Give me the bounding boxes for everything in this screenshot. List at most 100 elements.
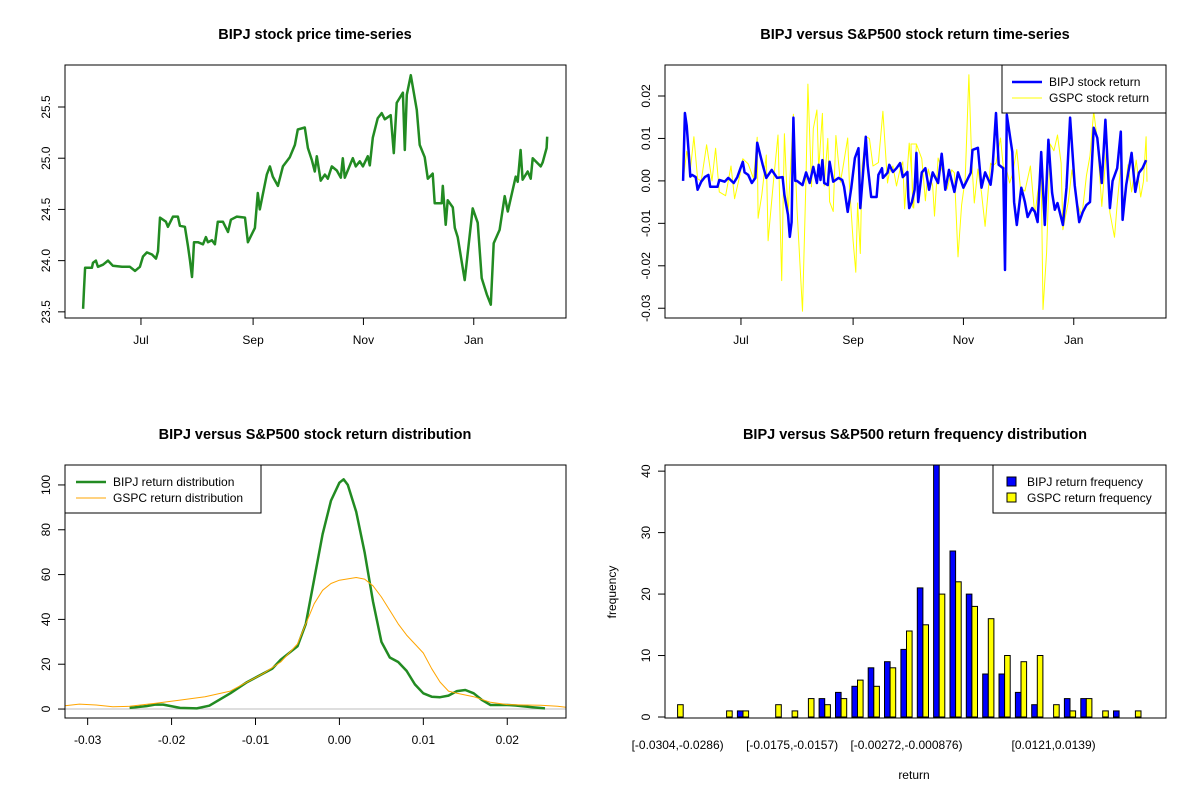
histogram-bar-gspc <box>726 710 733 718</box>
returns-plot-area <box>681 74 1148 312</box>
histogram-bar-bipj <box>1031 704 1038 718</box>
histogram-bar-gspc <box>824 704 831 718</box>
histogram-bar-bipj <box>835 691 842 718</box>
histogram-bar-gspc <box>840 698 848 718</box>
histogram-legend: BIPJ return frequency GSPC return freque… <box>992 464 1167 514</box>
histogram-bar-gspc <box>971 605 979 718</box>
histogram-legend-swatch-gspc <box>1006 492 1017 503</box>
returns-chart-title: BIPJ versus S&P500 stock return time-ser… <box>760 27 1069 43</box>
histogram-bar-bipj <box>982 673 989 718</box>
histogram-legend-swatch-bipj <box>1006 476 1017 487</box>
histogram-bar-gspc <box>677 704 684 718</box>
histogram-bar-gspc <box>889 667 897 718</box>
density-y-tick-label: 60 <box>39 568 53 582</box>
price-x-axis: Jul Sep Nov Jan <box>133 318 483 347</box>
density-plot-frame <box>64 464 567 719</box>
histogram-bar-bipj <box>884 661 891 718</box>
histogram-bar-bipj <box>1063 698 1071 718</box>
returns-y-tick-label: -0.01 <box>639 209 653 237</box>
histogram-bar-bipj <box>949 550 957 718</box>
price-chart: BIPJ stock price time-series Jul Sep Nov Ja… <box>39 27 567 347</box>
histogram-chart-title: BIPJ versus S&P500 return frequency dist… <box>743 427 1087 443</box>
returns-y-tick-label: 0.00 <box>639 169 653 193</box>
histogram-bar-bipj <box>933 465 940 718</box>
histogram-y-tick-label: 0 <box>639 713 653 720</box>
density-x-tick-label: 0.00 <box>328 733 352 747</box>
price-x-tick-label: Jul <box>133 333 148 347</box>
histogram-chart: BIPJ versus S&P500 return frequency dist… <box>605 427 1167 782</box>
price-y-axis: 23.5 24.0 24.5 25.0 25.5 <box>39 95 65 324</box>
histogram-x-tick-label: [-0.0175,-0.0157) <box>746 738 838 752</box>
returns-legend-label-gspc: GSPC stock return <box>1049 91 1149 105</box>
histogram-bar-bipj <box>867 667 875 718</box>
histogram-x-tick-label: [-0.00272,-0.000876) <box>850 738 962 752</box>
histogram-bar-gspc <box>791 710 799 718</box>
returns-series-bipj-stock-return <box>681 111 1148 272</box>
density-x-axis: -0.03 -0.02 -0.01 0.00 0.01 0.02 <box>74 718 519 747</box>
price-y-tick-label: 23.5 <box>39 300 53 324</box>
histogram-bar-gspc <box>807 698 815 718</box>
histogram-legend-label-gspc: GSPC return frequency <box>1027 491 1152 505</box>
histogram-bar-gspc <box>775 704 782 718</box>
histogram-bar-bipj <box>851 685 859 718</box>
returns-chart: BIPJ versus S&P500 stock return time-ser… <box>639 27 1167 347</box>
histogram-bar-gspc <box>857 679 864 718</box>
returns-y-axis: -0.03 -0.02 -0.01 0.00 0.01 0.02 <box>639 84 665 322</box>
histogram-bar-bipj <box>998 673 1006 718</box>
density-plot-area <box>65 478 566 710</box>
histogram-bar-bipj <box>965 593 973 718</box>
price-series-bipj <box>81 73 549 309</box>
histogram-legend-box <box>992 464 1167 514</box>
returns-legend-box <box>1001 64 1167 114</box>
price-y-tick-label: 24.0 <box>39 249 53 273</box>
price-x-tick-label: Sep <box>242 333 264 347</box>
histogram-bar-gspc <box>938 593 946 718</box>
histogram-bar-gspc <box>906 630 913 718</box>
price-y-tick-label: 25.5 <box>39 95 53 119</box>
returns-x-axis: Jul Sep Nov Jan <box>733 318 1083 347</box>
returns-y-tick-label: -0.02 <box>639 252 653 280</box>
returns-legend: BIPJ stock return GSPC stock return <box>1001 64 1167 114</box>
histogram-bar-bipj <box>1014 691 1022 718</box>
price-x-tick-label: Nov <box>353 333 374 347</box>
density-legend-label-bipj: BIPJ return distribution <box>113 475 234 489</box>
density-legend-label-gspc: GSPC return distribution <box>113 491 243 505</box>
density-series-gspc-return-distribution <box>65 577 566 708</box>
histogram-bar-gspc <box>1102 710 1109 718</box>
histogram-legend-label-bipj: BIPJ return frequency <box>1027 475 1143 489</box>
density-x-tick-label: -0.01 <box>242 733 270 747</box>
histogram-plot-area <box>677 465 1142 718</box>
histogram-x-tick-label: [0.0121,0.0139) <box>1012 738 1096 752</box>
histogram-bar-gspc <box>742 710 750 718</box>
density-y-tick-label: 100 <box>39 475 53 495</box>
histogram-y-axis-title: frequency <box>605 566 619 619</box>
price-y-tick-label: 24.5 <box>39 197 53 221</box>
density-legend: BIPJ return distribution GSPC return dis… <box>64 464 262 514</box>
histogram-bar-bipj <box>1080 698 1087 718</box>
density-x-tick-label: 0.02 <box>496 733 520 747</box>
histogram-bar-gspc <box>922 624 930 718</box>
histogram-bar-bipj <box>1113 710 1120 718</box>
histogram-bar-gspc <box>1085 698 1093 718</box>
density-x-tick-label: 0.01 <box>412 733 436 747</box>
density-chart: BIPJ versus S&P500 stock return distribu… <box>39 427 567 747</box>
price-x-tick-label: Jan <box>464 333 483 347</box>
returns-x-tick-label: Jan <box>1064 333 1083 347</box>
density-chart-title: BIPJ versus S&P500 stock return distribu… <box>159 427 472 443</box>
histogram-bar-gspc <box>955 581 962 718</box>
histogram-bar-gspc <box>1036 655 1044 718</box>
returns-y-tick-label: 0.02 <box>639 84 653 108</box>
density-y-tick-label: 40 <box>39 612 53 626</box>
histogram-bar-gspc <box>1053 704 1060 718</box>
histogram-bar-gspc <box>987 618 995 718</box>
histogram-x-axis: [-0.0304,-0.0286) [-0.0175,-0.0157) [-0.00… <box>632 738 1096 752</box>
density-y-axis: 0 20 40 60 80 100 <box>39 475 65 712</box>
histogram-bar-bipj <box>900 648 908 718</box>
returns-legend-label-bipj: BIPJ stock return <box>1049 75 1140 89</box>
price-chart-title: BIPJ stock price time-series <box>218 27 411 43</box>
price-plot-area <box>81 73 549 309</box>
histogram-x-tick-label: [-0.0304,-0.0286) <box>632 738 724 752</box>
price-plot-frame <box>64 64 567 319</box>
density-y-tick-label: 0 <box>39 705 53 712</box>
